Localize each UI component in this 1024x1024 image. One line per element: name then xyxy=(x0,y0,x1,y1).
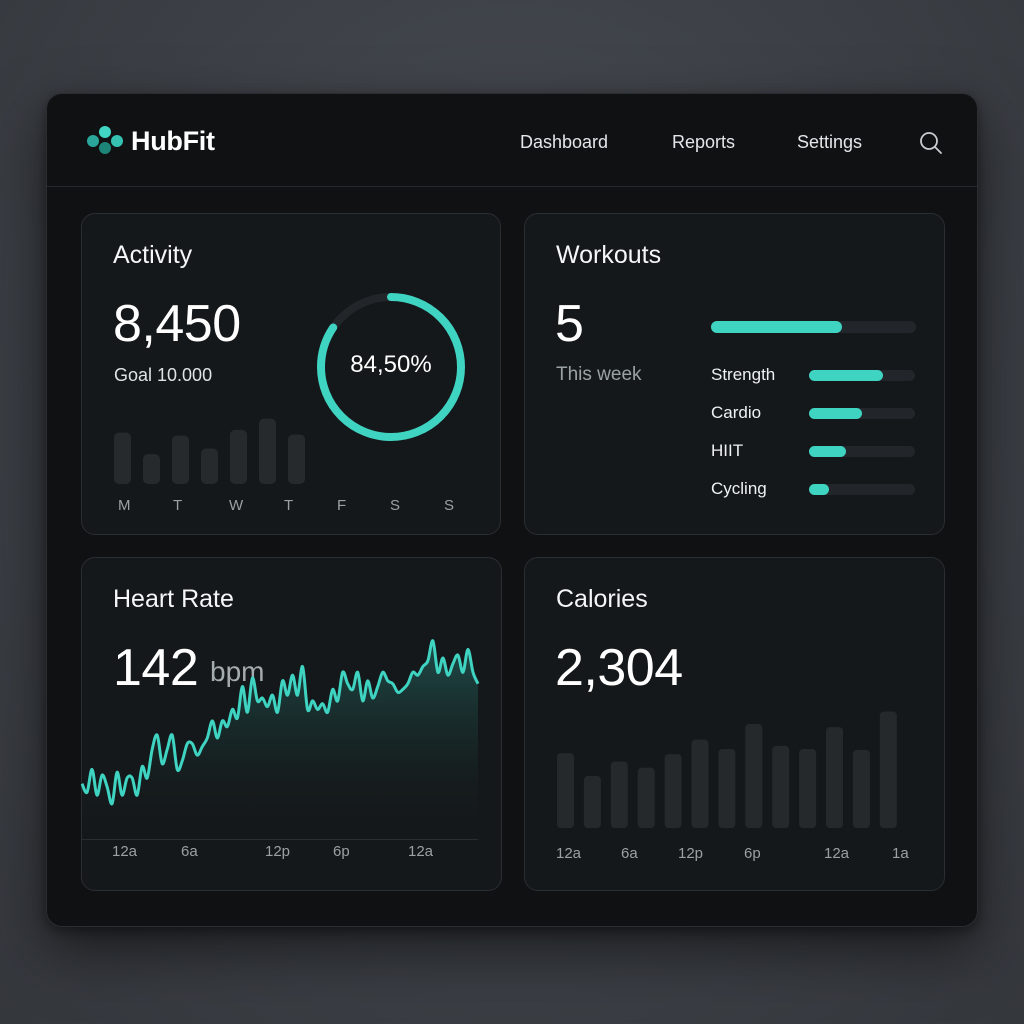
calories-bar xyxy=(852,750,870,828)
heart-rate-time-label: 6p xyxy=(333,843,350,860)
activity-bar xyxy=(201,448,218,484)
activity-ring-progress xyxy=(317,293,465,441)
workout-category-fill xyxy=(809,446,847,457)
heart-rate-card[interactable]: Heart Rate 142 bpm 12a 6a 12p 6p 12a xyxy=(80,557,502,891)
activity-steps-value: 8,450 xyxy=(113,295,241,353)
activity-day-label: T xyxy=(173,497,183,514)
calories-bar xyxy=(799,748,817,828)
calories-bar xyxy=(557,753,574,828)
activity-bar xyxy=(288,434,305,484)
calories-bar xyxy=(718,748,736,828)
activity-day-label: S xyxy=(390,497,401,514)
workout-category-track xyxy=(809,484,915,495)
calories-time-label: 12a xyxy=(824,845,850,862)
top-navigation-bar: HubFit Dashboard Reports Settings xyxy=(47,94,977,187)
calories-bar xyxy=(826,727,843,828)
heart-rate-baseline xyxy=(82,839,478,840)
heart-rate-time-label: 12a xyxy=(112,843,138,860)
activity-day-label: F xyxy=(337,497,347,514)
calories-bar xyxy=(583,776,601,828)
nav-dashboard[interactable]: Dashboard xyxy=(520,132,609,152)
nav-settings[interactable]: Settings xyxy=(797,132,863,152)
workouts-card[interactable]: Workouts 5 This week Strength Cardio HIIT C… xyxy=(524,213,945,535)
nav-reports[interactable]: Reports xyxy=(672,132,736,152)
hubfit-logo-icon xyxy=(87,126,123,156)
heart-rate-title: Heart Rate xyxy=(113,585,234,613)
activity-bar xyxy=(172,435,189,484)
calories-bar xyxy=(637,767,655,828)
heart-rate-time-label: 6a xyxy=(181,843,198,860)
app-window: HubFit Dashboard Reports Settings Activi… xyxy=(46,93,978,927)
heart-rate-line-chart xyxy=(80,639,480,838)
workout-category-label: Cardio xyxy=(711,403,762,422)
activity-day-label: M xyxy=(118,497,131,514)
calories-card[interactable]: Calories 2,304 12a 6a 12p 6p 12a 1a xyxy=(524,557,945,891)
activity-day-label: T xyxy=(284,497,294,514)
workout-category-label: Cycling xyxy=(711,479,767,498)
heart-rate-area xyxy=(82,640,478,838)
calories-bar xyxy=(610,761,628,828)
calories-time-label: 12p xyxy=(678,845,704,862)
activity-bar xyxy=(230,429,247,484)
workout-category-label: HIIT xyxy=(711,441,744,460)
workout-category-track xyxy=(809,446,915,457)
heart-rate-time-label: 12a xyxy=(408,843,434,860)
activity-card[interactable]: Activity 8,450 Goal 10.000 84,50% M T W T F S… xyxy=(81,213,501,535)
heart-rate-value: 142 xyxy=(113,639,199,697)
activity-day-label: S xyxy=(444,497,455,514)
workout-category-fill xyxy=(809,484,830,495)
calories-time-label: 12a xyxy=(556,845,582,862)
calories-bar xyxy=(772,745,790,828)
heart-rate-line xyxy=(80,639,480,806)
calories-bar xyxy=(664,754,682,828)
workouts-subtitle: This week xyxy=(556,364,642,385)
activity-progress-label: 84,50% xyxy=(350,351,432,378)
activity-bar-chart xyxy=(114,418,305,484)
workout-category-fill xyxy=(809,408,862,419)
activity-bar xyxy=(114,432,131,484)
activity-progress-ring xyxy=(317,293,465,441)
calories-bar-chart xyxy=(557,711,897,828)
calories-time-label: 6p xyxy=(744,845,761,862)
activity-title: Activity xyxy=(113,241,193,269)
calories-title: Calories xyxy=(556,585,648,613)
calories-bar xyxy=(745,724,763,828)
calories-time-label: 6a xyxy=(621,845,638,862)
workout-category-track xyxy=(809,408,915,419)
workouts-total-progress xyxy=(711,321,916,333)
activity-day-label: W xyxy=(229,497,244,514)
activity-bar xyxy=(259,418,276,484)
app-name: HubFit xyxy=(131,125,215,156)
heart-rate-time-label: 12p xyxy=(265,843,291,860)
calories-time-label: 1a xyxy=(892,845,909,862)
workout-category-fill xyxy=(809,370,884,381)
calories-value: 2,304 xyxy=(555,639,683,697)
workouts-title: Workouts xyxy=(556,241,662,269)
activity-goal: Goal 10.000 xyxy=(114,365,213,385)
brand[interactable]: HubFit xyxy=(87,124,215,158)
workouts-total-progress-fill xyxy=(711,321,843,333)
workout-category-track xyxy=(809,370,915,381)
activity-bar xyxy=(143,454,160,484)
workout-category-label: Strength xyxy=(711,365,776,384)
calories-bar xyxy=(691,739,709,828)
workouts-count: 5 xyxy=(555,295,584,353)
search-icon[interactable] xyxy=(919,131,943,155)
calories-bar xyxy=(879,711,897,828)
